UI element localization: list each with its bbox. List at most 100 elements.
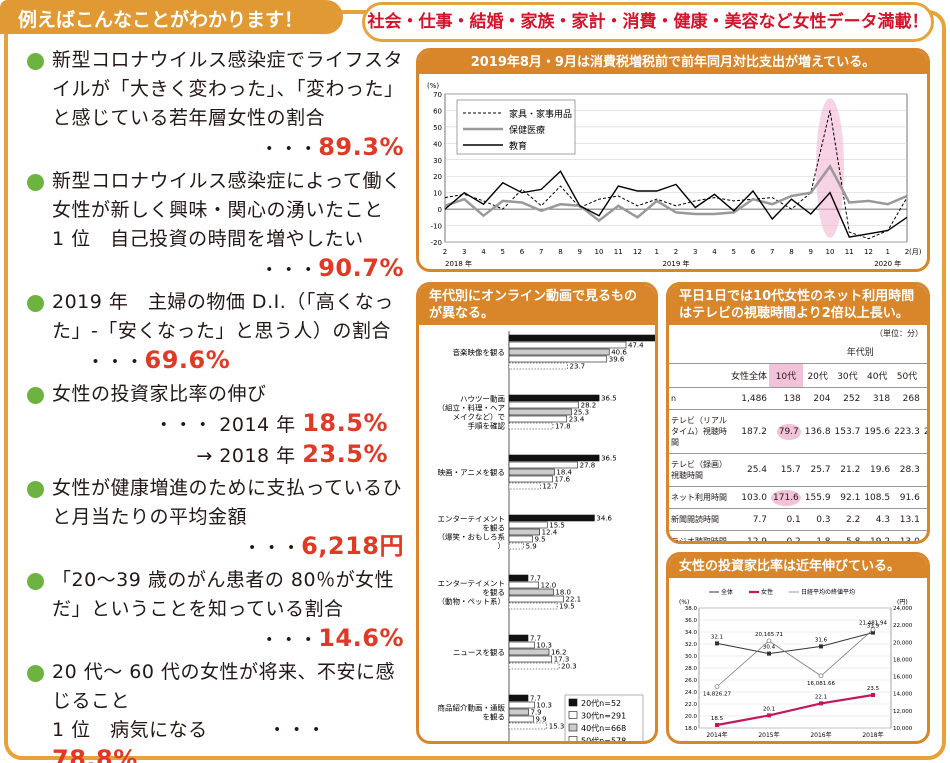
data-label: 21,481.94 bbox=[859, 621, 887, 627]
table-cell-wrap: 223.3 bbox=[892, 409, 922, 454]
data-label: 34.6 bbox=[596, 515, 612, 523]
x-tick-label: 8 bbox=[558, 248, 562, 256]
table-cell-wrap: 36.8 bbox=[921, 453, 927, 487]
dots: ・・・ bbox=[259, 629, 319, 651]
y-tick-left: 20.0 bbox=[685, 714, 698, 720]
table-cell: 136.8 bbox=[804, 426, 831, 437]
table-cell-wrap: 108.5 bbox=[862, 486, 893, 509]
row-label: テレビ（リアルタイム）視聴時間 bbox=[669, 409, 729, 454]
chart-title: 女性の投資家比率は近年伸びている。 bbox=[669, 555, 927, 578]
series-line-0 bbox=[716, 632, 874, 655]
y-tick-right: 24,000 bbox=[893, 606, 913, 612]
y-tick-right: 12,000 bbox=[893, 709, 913, 715]
item-text: 「20～39 歳のがん患者の 80％が女性だ」ということを知っている割合 bbox=[52, 569, 395, 620]
bar bbox=[508, 521, 548, 529]
table-cell-wrap: 19.5 bbox=[921, 508, 927, 531]
y-tick-left: 34.0 bbox=[685, 630, 698, 636]
table-cell: 0.3 bbox=[816, 514, 831, 525]
table-cell: 171.6 bbox=[771, 489, 801, 506]
table-row: テレビ（リアルタイム）視聴時間 187.2 79.7 136.8 153.7 195.6 2… bbox=[669, 409, 927, 454]
dots: ・・・ bbox=[259, 138, 319, 160]
table-cell: 13.1 bbox=[899, 514, 920, 525]
y-tick-left: 36.0 bbox=[685, 618, 698, 624]
x-tick-label: 2016年 bbox=[810, 731, 831, 739]
x-tick-label: 2 bbox=[674, 248, 678, 256]
table-header: 女性全体10代20代30代40代50代60代 bbox=[669, 363, 927, 388]
data-label: 17.8 bbox=[555, 423, 571, 431]
item-text: 新型コロナウイルス感染症でライフスタイルが「大きく変わった」、「変わった」と感じ… bbox=[52, 49, 404, 129]
y-unit-left: (%) bbox=[679, 599, 689, 606]
legend-label: 50代n=578 bbox=[581, 736, 626, 745]
table-cell: 1,486 bbox=[741, 393, 768, 404]
data-label: 15.5 bbox=[549, 522, 565, 530]
table-cell: 92.1 bbox=[840, 492, 861, 503]
table-cell: 19.6 bbox=[870, 465, 891, 475]
bar bbox=[508, 334, 655, 342]
x-tick-label: 1 bbox=[886, 248, 890, 256]
data-label: 39.6 bbox=[609, 356, 625, 364]
series-line-2 bbox=[716, 629, 874, 687]
table-row: n 1,486 138 204 252 318 268306 bbox=[669, 387, 927, 410]
table-cell: 19.2 bbox=[870, 536, 891, 544]
data-label: 5.9 bbox=[526, 543, 537, 551]
bar bbox=[508, 415, 568, 423]
data-label: 30.4 bbox=[763, 645, 776, 651]
y-tick-right: 16,000 bbox=[893, 675, 913, 681]
table-cell: 318 bbox=[872, 393, 891, 404]
data-label: 19.5 bbox=[559, 603, 575, 611]
series-line-1 bbox=[444, 164, 908, 223]
bar bbox=[508, 348, 610, 356]
year-label: 2019 年 bbox=[662, 259, 689, 268]
table-header-group: 年代別 bbox=[669, 340, 927, 364]
table-cell-wrap: 1.8 bbox=[802, 530, 833, 541]
y-tick-right: 18,000 bbox=[893, 657, 913, 663]
table-cell-wrap: 268 bbox=[892, 387, 922, 410]
table-unit: （単位：分） bbox=[875, 329, 923, 338]
item-value: 78.8% bbox=[52, 745, 138, 763]
x-unit-label: (月) bbox=[909, 248, 922, 256]
x-tick-label: 12 bbox=[864, 248, 873, 256]
y-tick-label: 20 bbox=[433, 173, 442, 181]
data-label: 22.1 bbox=[815, 694, 827, 700]
table-cell-wrap: 13.0 bbox=[892, 530, 922, 541]
table-cell-wrap: 21.2 bbox=[832, 453, 863, 487]
table-cell-wrap: 12.9 bbox=[729, 530, 770, 541]
table-cell: 7.7 bbox=[752, 514, 768, 525]
y-tick-left: 22.0 bbox=[685, 702, 698, 708]
x-tick-label: 10 bbox=[595, 248, 604, 256]
row-label: テレビ（録画）視聴時間 bbox=[669, 453, 729, 487]
bar bbox=[508, 634, 529, 642]
table-cell-wrap: 1,486 bbox=[729, 387, 770, 410]
table-cell-wrap: 2.2 bbox=[832, 508, 863, 531]
bar-chart-panel: 年代別にオンライン動画で見るものが異なる。 音楽映像を観る61.547.440.… bbox=[416, 282, 658, 744]
table-cell: 204 bbox=[813, 393, 831, 404]
table-cell-wrap: 25.7 bbox=[802, 453, 833, 487]
table-cell: 0.2 bbox=[786, 536, 801, 544]
section-title: 例えばこんなことがわかります！ bbox=[0, 0, 343, 34]
table-cell: 252 bbox=[843, 393, 861, 404]
data-label: 23.5 bbox=[867, 686, 880, 692]
table-cell-wrap: 187.2 bbox=[729, 409, 770, 454]
data-label: 25.3 bbox=[573, 409, 589, 417]
table-cell: 0.1 bbox=[786, 514, 801, 525]
legend-swatch bbox=[568, 723, 578, 732]
legend-swatch bbox=[568, 736, 578, 741]
table-row: ラジオ聴取時間 12.9 0.2 1.8 5.8 19.2 13.025.4 bbox=[669, 530, 927, 544]
data-label: 32.1 bbox=[711, 634, 723, 640]
data-label: 31.6 bbox=[815, 637, 828, 643]
bar bbox=[508, 641, 535, 649]
data-label: 27.8 bbox=[580, 462, 596, 470]
bar bbox=[508, 461, 578, 469]
y-unit-right: (円) bbox=[897, 599, 908, 606]
bar bbox=[508, 581, 539, 589]
data-label: 14,826.27 bbox=[703, 692, 731, 698]
table-cell-wrap: 0.1 bbox=[769, 508, 803, 531]
y-tick-label: 30 bbox=[433, 157, 442, 165]
x-tick-label: 11 bbox=[845, 248, 854, 256]
series-line-0 bbox=[444, 110, 908, 240]
table-cell-wrap: 4.3 bbox=[862, 508, 893, 531]
table-cell-wrap: 155.9 bbox=[802, 486, 833, 509]
group-header: 年代別 bbox=[769, 340, 927, 364]
table-cell-wrap: 25.4 bbox=[921, 530, 927, 541]
